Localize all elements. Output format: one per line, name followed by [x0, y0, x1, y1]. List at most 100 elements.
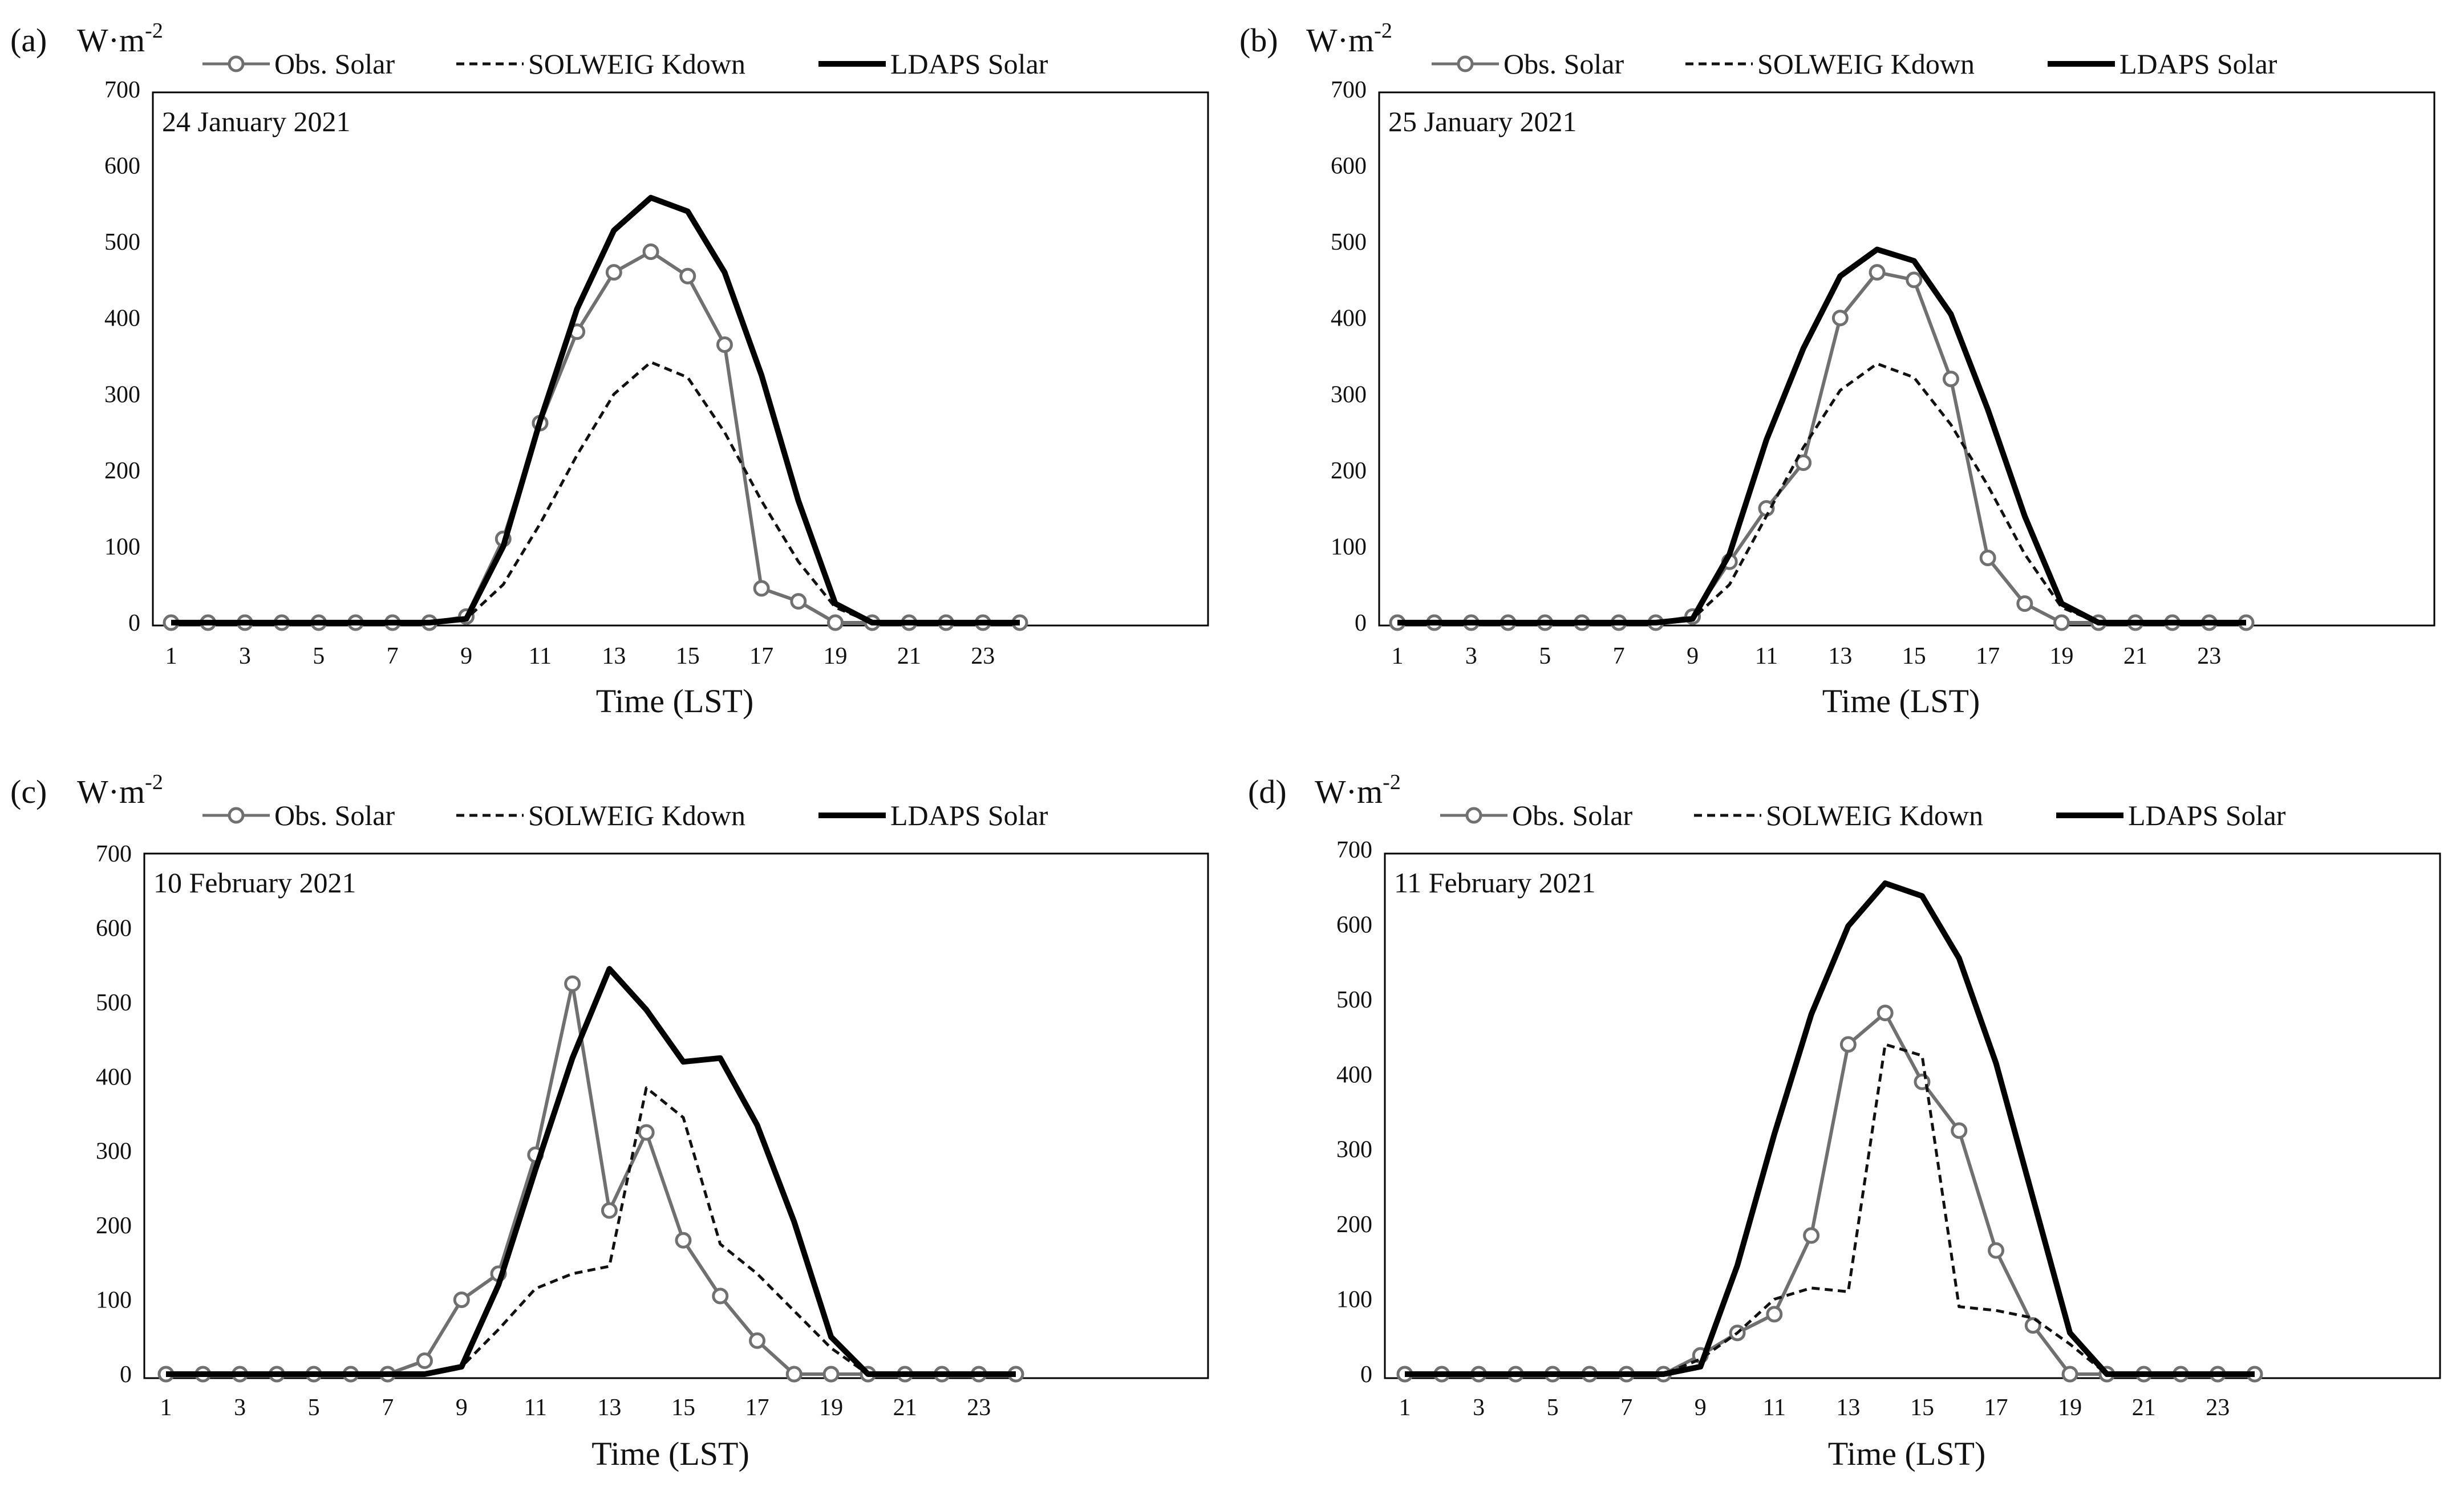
- legend-label: Obs. Solar: [274, 48, 395, 80]
- x-tick-label: 7: [1613, 643, 1625, 669]
- x-tick-label: 23: [2206, 1395, 2230, 1421]
- y-tick-label: 500: [96, 990, 132, 1016]
- x-tick-label: 21: [2123, 643, 2147, 669]
- x-tick-label: 5: [1547, 1395, 1559, 1421]
- x-tick-label: 19: [819, 1395, 843, 1421]
- data-point-obs-solar: [2061, 1366, 2078, 1383]
- chart-date-label: 10 February 2021: [153, 867, 356, 899]
- x-tick-label: 15: [676, 643, 700, 669]
- x-tick-label: 23: [2197, 643, 2221, 669]
- series-line-ldaps-solar: [1405, 880, 2255, 1377]
- series-line-ldaps-solar: [171, 194, 1020, 625]
- y-tick-label: 700: [104, 77, 140, 103]
- data-point-obs-solar: [638, 1124, 655, 1141]
- y-tick-label: 0: [1360, 1362, 1372, 1388]
- data-point-obs-solar: [827, 614, 844, 631]
- x-tick-label: 5: [1539, 643, 1551, 669]
- y-tick-label: 100: [1336, 1287, 1372, 1313]
- x-tick-label: 23: [967, 1395, 991, 1421]
- x-tick-label: 21: [893, 1395, 917, 1421]
- legend-label: SOLWEIG Kdown: [528, 799, 745, 831]
- legend-item-1: SOLWEIG Kdown: [456, 48, 745, 80]
- series-line-solweig-kdown: [166, 1086, 1016, 1376]
- x-tick-label: 5: [313, 643, 325, 669]
- series-obs-solar: [1396, 1005, 2263, 1383]
- chart-date-label: 25 January 2021: [1388, 105, 1577, 137]
- x-tick-label: 13: [602, 643, 626, 669]
- chart-panel-d: (d) W·m-2 Obs. Solar SOLWEIG Kdown LDAPS Sol…: [1248, 770, 2441, 1472]
- y-tick-label: 700: [1331, 77, 1367, 103]
- y-tick-label: 300: [1336, 1137, 1372, 1163]
- y-tick-label: 300: [104, 381, 140, 408]
- y-tick-label: 0: [128, 610, 140, 636]
- data-point-obs-solar: [605, 264, 622, 281]
- data-point-obs-solar: [1942, 371, 1959, 388]
- y-tick-label: 500: [1331, 229, 1367, 255]
- y-tick-label: 400: [104, 306, 140, 332]
- legend-label: SOLWEIG Kdown: [1757, 48, 1975, 80]
- y-unit-label: W·m-2: [77, 19, 163, 59]
- legend-item-2: LDAPS Solar: [2056, 799, 2286, 831]
- data-point-obs-solar: [416, 1352, 433, 1370]
- x-tick-label: 17: [1976, 643, 2000, 669]
- x-tick-label: 3: [234, 1395, 246, 1421]
- x-tick-label: 17: [1984, 1395, 2008, 1421]
- data-point-obs-solar: [564, 975, 581, 992]
- y-tick-label: 600: [104, 153, 140, 180]
- legend-item-0: Obs. Solar: [1432, 48, 1624, 80]
- x-tick-label: 15: [1910, 1395, 1934, 1421]
- x-tick-label: 3: [1465, 643, 1477, 669]
- data-point-obs-solar: [679, 267, 696, 285]
- x-axis-label: Time (LST): [596, 683, 754, 720]
- y-tick-label: 100: [104, 534, 140, 560]
- chart-panel-c: (c) W·m-2 Obs. Solar SOLWEIG Kdown LDAPS Sol…: [10, 770, 1209, 1472]
- x-tick-label: 11: [524, 1395, 547, 1421]
- series-obs-solar: [1389, 264, 2255, 631]
- plot-frame: [143, 852, 1209, 1379]
- y-tick-label: 200: [1331, 458, 1367, 484]
- legend-label: Obs. Solar: [1503, 48, 1624, 80]
- series-line-ldaps-solar: [166, 966, 1016, 1377]
- legend-label: LDAPS Solar: [890, 48, 1048, 80]
- y-tick-label: 400: [96, 1064, 132, 1090]
- y-tick-label: 200: [104, 458, 140, 484]
- series-line-solweig-kdown: [1397, 362, 2246, 624]
- data-point-obs-solar: [716, 336, 733, 353]
- data-point-obs-solar: [1988, 1242, 2005, 1259]
- data-point-obs-solar: [1869, 264, 1886, 281]
- y-tick-label: 300: [1331, 381, 1367, 408]
- x-tick-label: 9: [1695, 1395, 1707, 1421]
- x-axis-label: Time (LST): [1822, 683, 1980, 720]
- x-tick-label: 3: [239, 643, 251, 669]
- legend-label: LDAPS Solar: [2128, 799, 2286, 831]
- legend-marker-obs: [1465, 807, 1482, 824]
- x-tick-label: 7: [387, 643, 399, 669]
- x-tick-label: 1: [160, 1395, 172, 1421]
- legend-label: Obs. Solar: [274, 799, 395, 831]
- x-tick-label: 7: [382, 1395, 394, 1421]
- series-line-obs-solar: [1405, 1011, 2255, 1376]
- chart-panel-a: (a) W·m-2 Obs. Solar SOLWEIG Kdown LDAPS Sol…: [10, 19, 1209, 720]
- series-line-obs-solar: [166, 982, 1016, 1376]
- legend-item-0: Obs. Solar: [1440, 799, 1632, 831]
- legend-label: LDAPS Solar: [890, 799, 1048, 831]
- data-point-obs-solar: [1877, 1005, 1894, 1022]
- series-line-obs-solar: [171, 250, 1020, 624]
- series-line-ldaps-solar: [1397, 246, 2246, 625]
- y-tick-label: 400: [1331, 306, 1367, 332]
- data-point-obs-solar: [1766, 1306, 1783, 1323]
- data-point-obs-solar: [453, 1291, 470, 1309]
- plot-frame: [1384, 852, 2441, 1379]
- y-tick-label: 700: [96, 841, 132, 867]
- data-point-obs-solar: [822, 1366, 840, 1383]
- x-tick-label: 13: [1828, 643, 1852, 669]
- series-line-solweig-kdown: [1405, 1043, 2255, 1376]
- y-tick-label: 0: [1355, 610, 1367, 636]
- data-point-obs-solar: [2016, 595, 2033, 612]
- legend-marker-obs: [228, 807, 245, 824]
- x-tick-label: 1: [1392, 643, 1404, 669]
- data-point-obs-solar: [790, 593, 807, 610]
- y-tick-label: 600: [96, 915, 132, 941]
- data-point-obs-solar: [1803, 1227, 1820, 1244]
